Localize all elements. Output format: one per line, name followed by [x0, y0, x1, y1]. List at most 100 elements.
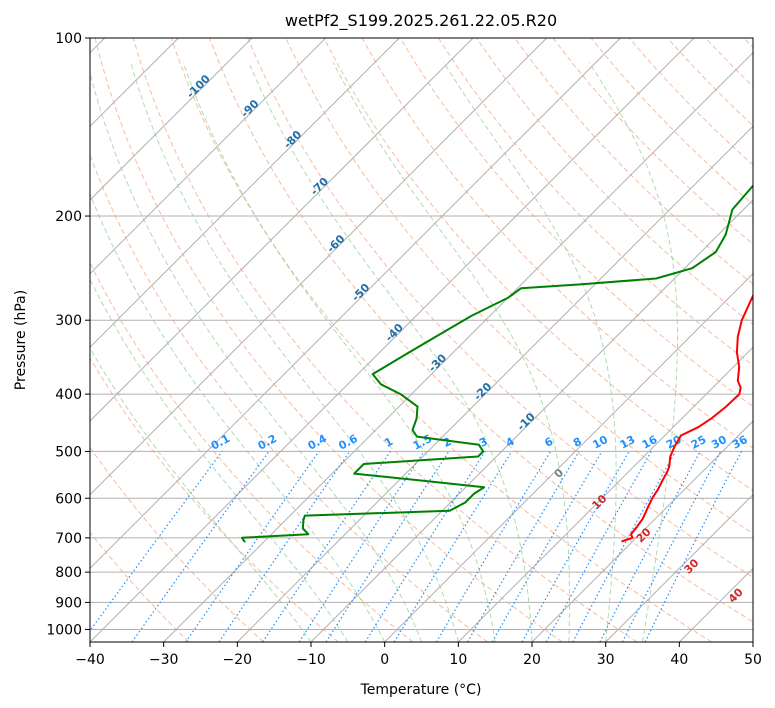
- mixing-ratio-label: 16: [640, 433, 660, 452]
- isotherm-label: -60: [324, 232, 347, 255]
- dry-adiabat-line: [90, 531, 190, 642]
- isotherm-line: [752, 641, 753, 642]
- mixing-ratio-line: [621, 451, 722, 642]
- mixing-ratio-line: [521, 451, 630, 642]
- isotherm-label: -50: [349, 281, 372, 304]
- chart-title: wetPf2_S199.2025.261.22.05.R20: [285, 11, 557, 31]
- dry-adiabat-line: [132, 38, 638, 642]
- mixing-ratio-label: 25: [689, 433, 709, 452]
- y-tick-label: 700: [55, 531, 82, 547]
- moist-adiabat-line: [90, 278, 349, 642]
- dry-adiabat-line: [590, 38, 753, 206]
- x-tick-label: −20: [223, 652, 253, 668]
- isotherm-label: -90: [238, 97, 261, 120]
- x-tick-label: −40: [75, 652, 105, 668]
- dry-adiabat-line: [209, 38, 753, 623]
- moist-adiabat-line: [90, 70, 422, 642]
- mixing-ratio-label: 13: [618, 433, 638, 452]
- mixing-ratio-label: 0.4: [306, 432, 330, 453]
- isotherm-line: [90, 38, 621, 570]
- dry-adiabat-line: [170, 38, 712, 642]
- isotherm-label: -20: [471, 380, 494, 403]
- isotherm-line: [90, 38, 474, 422]
- isotherm-line: [384, 272, 753, 642]
- isotherm-line: [531, 420, 753, 642]
- y-tick-label: 900: [55, 595, 82, 611]
- isotherm-line: [457, 346, 753, 642]
- dry-adiabat-line: [399, 38, 753, 408]
- moist-adiabat-line: [248, 62, 533, 642]
- mixing-ratio-line: [262, 451, 391, 642]
- y-tick-label: 800: [55, 565, 82, 581]
- dewpoint-profile-line: [241, 184, 753, 543]
- dry-adiabat-line: [94, 38, 563, 642]
- x-tick-label: 50: [744, 652, 762, 668]
- mixing-ratio-label: 8: [571, 435, 584, 450]
- moist-adiabat-line: [332, 62, 570, 642]
- mixing-ratio-label: 1: [382, 435, 395, 450]
- isotherm-label: -10: [515, 410, 538, 433]
- isotherm-line: [90, 38, 327, 275]
- mixing-ratio-line: [435, 451, 552, 642]
- isotherm-line: [236, 125, 753, 642]
- x-tick-label: 0: [380, 652, 389, 668]
- isotherm-line: [163, 51, 753, 642]
- moist-adiabat-line: [443, 62, 617, 642]
- x-tick-label: −10: [296, 652, 326, 668]
- mixing-ratio-label: 2: [441, 435, 454, 450]
- mixing-ratio-line: [131, 451, 270, 642]
- x-tick-label: −30: [149, 652, 179, 668]
- moist-adiabat-line: [90, 347, 312, 642]
- mixing-ratio-label: 3: [477, 435, 490, 450]
- mixing-ratio-line: [466, 451, 580, 642]
- mixing-ratio-line: [218, 451, 351, 642]
- mixing-ratio-line: [545, 451, 652, 642]
- mixing-ratio-line: [599, 451, 701, 642]
- mixing-ratio-line: [185, 451, 320, 642]
- y-tick-label: 200: [55, 209, 82, 225]
- mixing-ratio-line: [644, 451, 743, 642]
- mixing-ratio-label: 10: [590, 433, 610, 452]
- x-tick-label: 30: [597, 652, 615, 668]
- dry-adiabat-label: 10: [589, 492, 609, 512]
- dry-adiabat-line: [90, 446, 264, 642]
- dry-adiabat-line: [667, 38, 753, 127]
- dry-adiabat-line: [90, 261, 414, 642]
- x-axis-label: Temperature (°C): [360, 682, 482, 698]
- mixing-ratio-label: 30: [709, 433, 729, 452]
- mixing-ratio-line: [298, 451, 425, 642]
- y-tick-label: 300: [55, 313, 82, 329]
- x-tick-label: 10: [449, 652, 467, 668]
- isotherm-line: [90, 38, 548, 496]
- mixing-ratio-label: 36: [730, 433, 750, 452]
- isotherm-line: [90, 38, 695, 642]
- dry-adiabat-line: [90, 357, 339, 642]
- y-tick-label: 100: [55, 31, 82, 47]
- isotherm-label: -80: [281, 128, 304, 151]
- isotherm-label: -70: [308, 175, 331, 198]
- dry-adiabat-line: [552, 38, 753, 245]
- y-axis-label: Pressure (hPa): [13, 290, 29, 390]
- temperature-profile-line: [621, 293, 753, 543]
- dry-adiabat-line: [514, 38, 753, 285]
- mixing-ratio-label: 0.1: [209, 432, 232, 453]
- dry-adiabat-line: [437, 38, 753, 366]
- mixing-ratio-line: [325, 451, 450, 642]
- dry-adiabat-line: [90, 153, 488, 642]
- isotherm-line: [310, 199, 753, 642]
- y-tick-label: 500: [55, 444, 82, 460]
- y-tick-label: 600: [55, 491, 82, 507]
- moist-adiabat-line: [588, 62, 678, 642]
- plot-frame: [89, 37, 754, 643]
- y-tick-label: 400: [55, 387, 82, 403]
- dry-adiabat-line: [705, 38, 753, 88]
- y-tick-label: 1000: [46, 622, 82, 638]
- isotherm-line: [678, 567, 753, 642]
- x-tick-label: 20: [523, 652, 541, 668]
- moist-adiabat-line: [130, 62, 459, 642]
- dry-adiabat-line: [743, 38, 753, 49]
- dry-adiabat-line: [323, 38, 753, 492]
- mixing-ratio-line: [90, 451, 223, 632]
- moist-adiabat-line: [90, 192, 386, 642]
